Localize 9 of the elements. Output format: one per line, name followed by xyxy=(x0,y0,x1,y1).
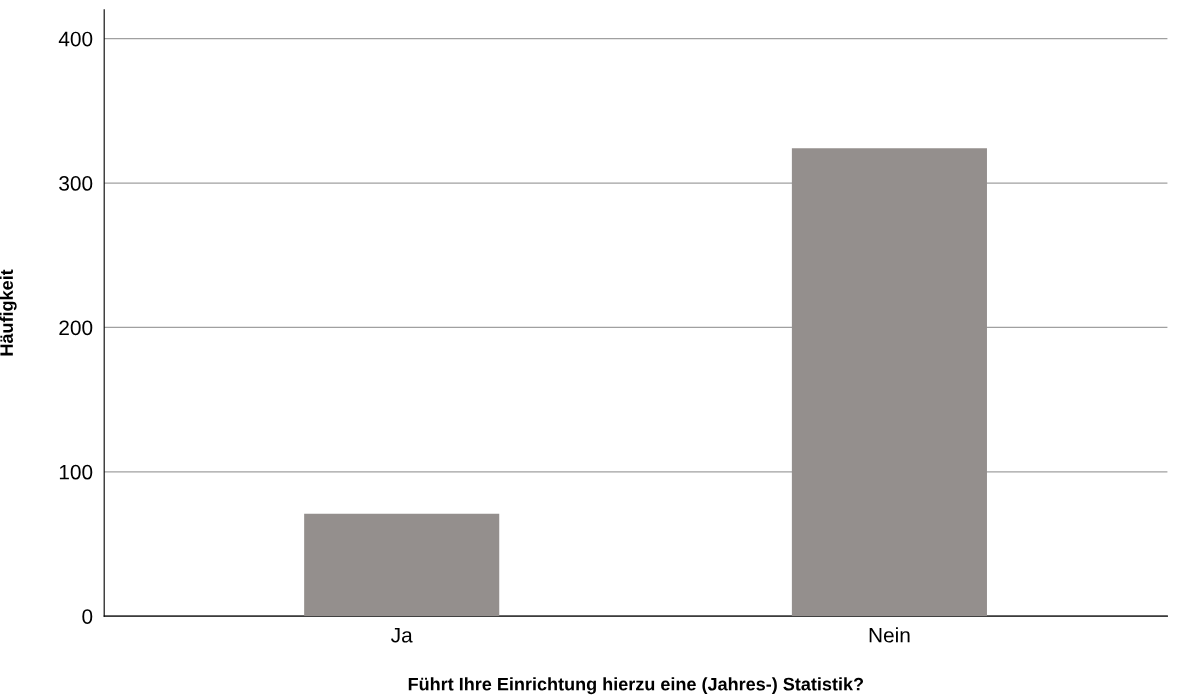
y-tick-label: 100 xyxy=(59,464,93,480)
y-tick-label: 200 xyxy=(59,320,93,336)
y-tick-label: 0 xyxy=(82,609,93,624)
y-tick-label: 400 xyxy=(58,31,93,47)
x-tick-label: Nein xyxy=(869,627,910,643)
x-axis-title: Führt Ihre Einrichtung hierzu eine (Jahres-) Statistik? xyxy=(408,677,864,695)
y-axis-title: Häufigkeit xyxy=(0,269,17,356)
x-tick-label: Ja xyxy=(391,628,413,643)
y-tick-label: 300 xyxy=(59,176,93,191)
